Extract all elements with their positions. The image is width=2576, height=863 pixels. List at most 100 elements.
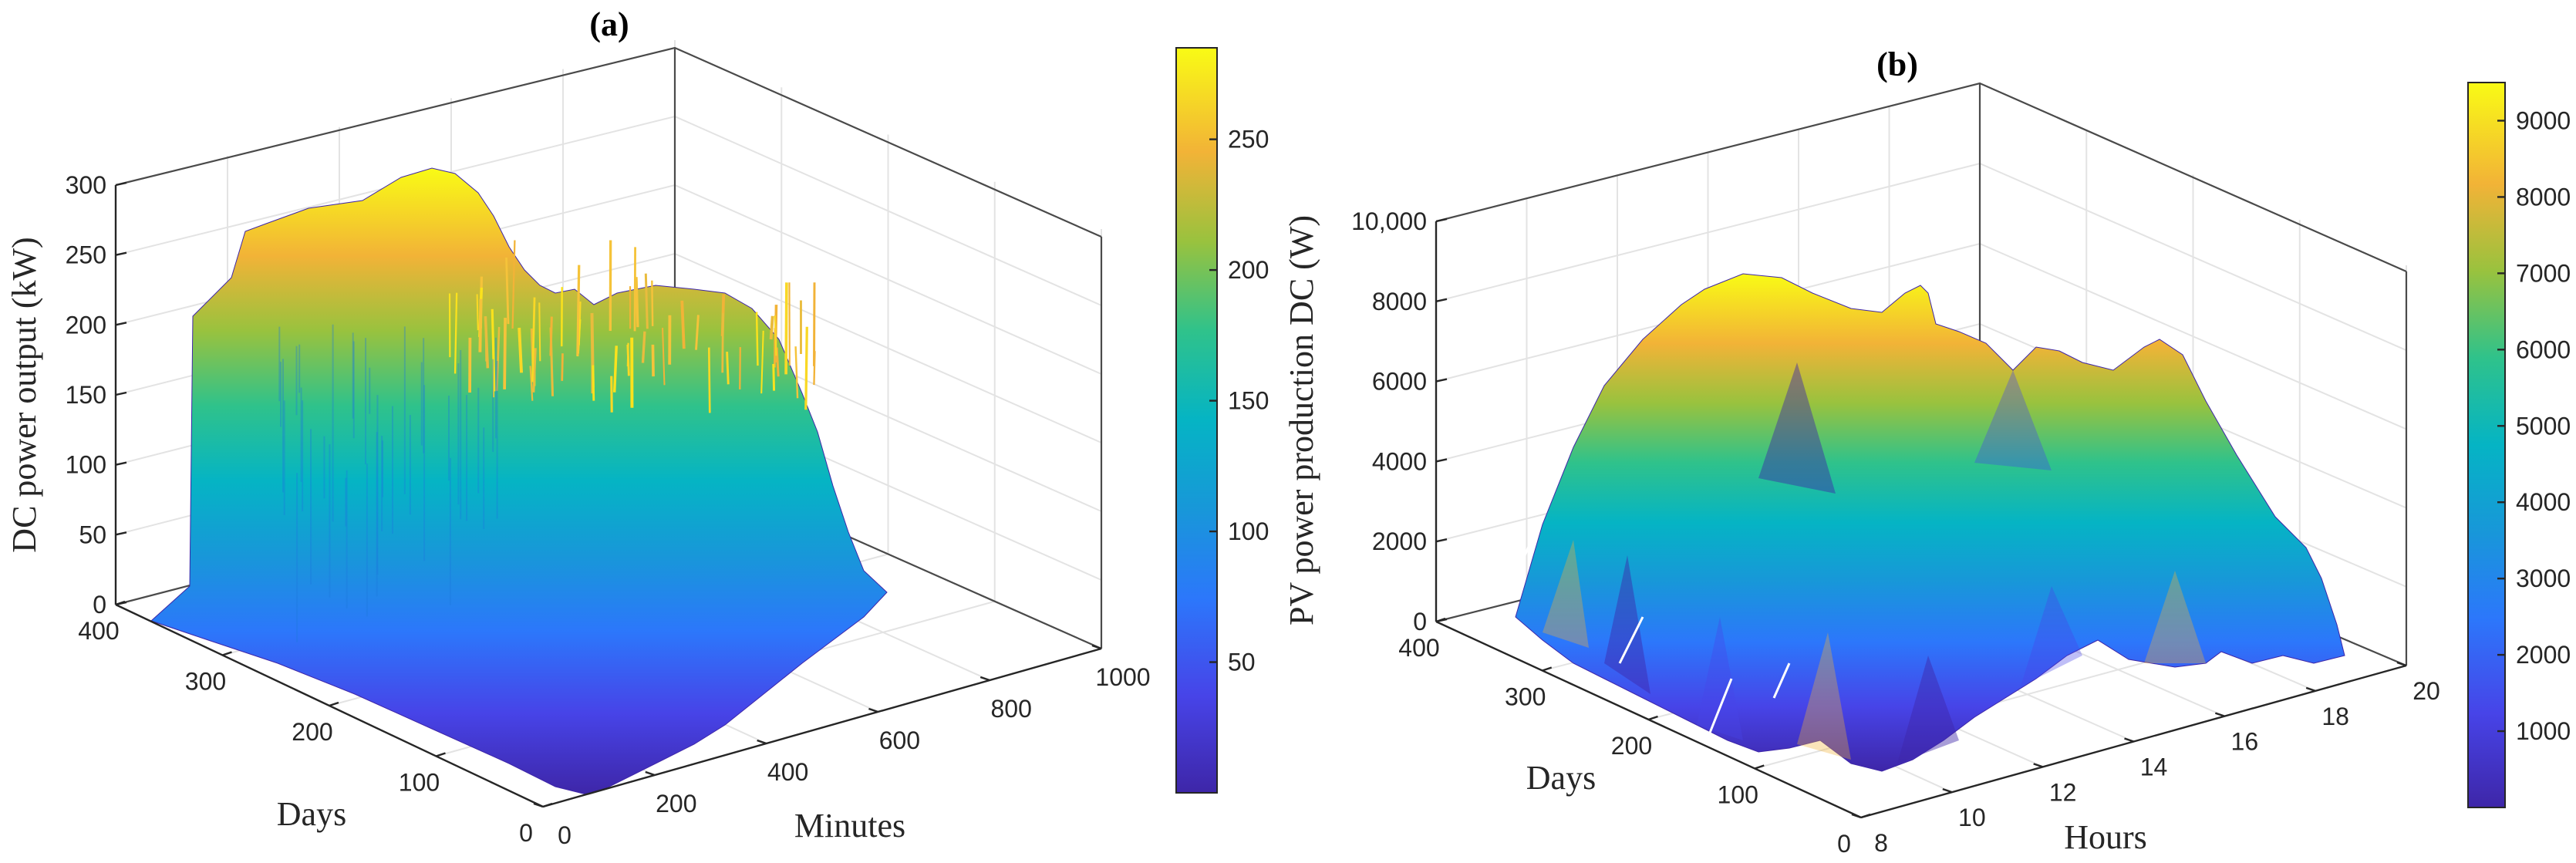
b-ytick-label: 300 xyxy=(1505,683,1546,711)
a-ytick-label: 100 xyxy=(399,769,440,797)
surface-spike xyxy=(496,326,501,391)
surface-spike xyxy=(529,366,534,401)
b-xtick-label: 20 xyxy=(2412,677,2440,705)
a-ytick-label: 300 xyxy=(185,668,226,696)
b-xtick-label: 14 xyxy=(2140,753,2168,781)
surface-spike xyxy=(695,315,700,350)
panel-a-tick-labels: 0501001502002503000100200300400020040060… xyxy=(66,171,1151,849)
b-colorbar-tick-label: 3000 xyxy=(2516,565,2571,592)
b-colorbar-tick-label: 9000 xyxy=(2516,106,2571,134)
surface-spike xyxy=(453,292,458,374)
surface-spike xyxy=(680,300,686,349)
a-colorbar-tick-label: 100 xyxy=(1228,517,1269,545)
surface-spike xyxy=(576,265,581,356)
surface-spike xyxy=(794,346,799,399)
b-ztick-label: 8000 xyxy=(1372,288,1427,315)
a-colorbar-tick-label: 150 xyxy=(1228,387,1269,415)
surface-facet xyxy=(1797,632,1851,760)
surface-spike xyxy=(511,240,516,329)
b-ztick-label: 6000 xyxy=(1372,368,1427,396)
b-colorbar-tick-label: 7000 xyxy=(2516,259,2571,287)
panel-a-colorbar: 50 100 150 200 250 xyxy=(1175,47,1269,794)
surface-spike xyxy=(707,347,711,413)
surface-gap xyxy=(1772,662,1791,699)
surface-spike xyxy=(503,318,507,389)
surface-gap xyxy=(1707,678,1733,737)
b-colorbar-tick-label: 8000 xyxy=(2516,183,2571,211)
a-xtick-label: 1000 xyxy=(1095,663,1150,691)
surface-facet xyxy=(2021,586,2082,686)
a-ztick-label: 50 xyxy=(79,521,106,548)
b-colorbar-tick-label: 5000 xyxy=(2516,412,2571,440)
surface-spike xyxy=(626,342,629,367)
b-xtick-label: 12 xyxy=(2049,778,2077,806)
surface-facet xyxy=(1697,617,1743,740)
a-colorbar-tick-label: 250 xyxy=(1228,126,1269,153)
b-ztick-label: 0 xyxy=(1413,608,1427,635)
surface-spike xyxy=(760,330,764,394)
panel-a-zlabel: DC power output (kW) xyxy=(5,237,43,552)
b-ytick-label: 400 xyxy=(1398,634,1439,662)
surface-spike xyxy=(633,247,637,332)
surface-gap xyxy=(1618,616,1644,664)
surface-spike xyxy=(769,315,774,340)
surface-spike xyxy=(784,282,788,375)
surface-spike xyxy=(561,353,564,381)
a-ztick-label: 100 xyxy=(66,451,106,479)
surface-spike xyxy=(726,352,730,385)
a-colorbar-tick-label: 50 xyxy=(1228,649,1256,676)
surface-spike xyxy=(531,297,536,383)
b-xtick-label: 18 xyxy=(2321,703,2349,730)
a-xtick-label: 400 xyxy=(767,758,808,786)
b-colorbar-tick-label: 6000 xyxy=(2516,335,2571,363)
b-xtick-label: 10 xyxy=(1958,804,1986,831)
surface-spike xyxy=(491,308,496,392)
b-colorbar-tick-label: 1000 xyxy=(2516,717,2571,745)
a-ztick-label: 300 xyxy=(66,171,106,199)
b-ztick-label: 2000 xyxy=(1372,528,1427,555)
surface-spike xyxy=(641,331,646,363)
surface-facet xyxy=(2144,571,2206,663)
panel-b-tick-labels: 0 2000 4000 6000 8000 10,000 0 100 200 300 400 8 10 1… xyxy=(1351,207,2440,858)
surface-facet xyxy=(1604,555,1650,694)
surface-facet xyxy=(1897,656,1959,764)
a-xtick-label: 800 xyxy=(991,695,1032,723)
b-xtick-label: 8 xyxy=(1874,829,1888,857)
surface-spike xyxy=(476,294,479,331)
b-colorbar-tick-label: 4000 xyxy=(2516,488,2571,516)
surface-spike xyxy=(505,257,510,325)
b-ytick-label: 100 xyxy=(1718,781,1758,809)
a-xtick-label: 0 xyxy=(558,821,572,849)
a-xtick-label: 600 xyxy=(879,726,920,754)
surface-spike xyxy=(592,365,595,401)
b-ytick-label: 0 xyxy=(1837,830,1851,858)
panel-a-xlabel: Minutes xyxy=(794,807,905,844)
surface-spike xyxy=(662,328,666,386)
surface-spike xyxy=(484,322,487,362)
panel-a: (a) 050100150200250300010020030040002004… xyxy=(5,5,1269,849)
b-ztick-label: 10,000 xyxy=(1351,207,1427,235)
b-ztick-label: 4000 xyxy=(1372,447,1427,475)
surface-facet xyxy=(1543,540,1589,648)
panel-b-title: (b) xyxy=(1876,46,1918,83)
a-ztick-label: 0 xyxy=(93,591,106,619)
surface-facet xyxy=(1974,370,2052,470)
b-ytick-label: 200 xyxy=(1611,732,1652,760)
a-ytick-label: 400 xyxy=(78,617,119,645)
panel-b-xlabel: Hours xyxy=(2064,818,2147,856)
a-xtick-label: 200 xyxy=(656,790,696,817)
surface-spike xyxy=(644,273,649,329)
surface-spike xyxy=(651,344,655,377)
panel-a-title: (a) xyxy=(589,5,629,43)
surface-spike xyxy=(518,327,524,373)
a-ztick-label: 150 xyxy=(66,381,106,409)
a-ztick-label: 250 xyxy=(66,241,106,269)
surface-spike xyxy=(635,277,639,328)
panel-a-surface xyxy=(150,167,888,795)
surface-facet xyxy=(1758,362,1836,494)
surface-spike xyxy=(775,347,780,377)
a-ytick-label: 200 xyxy=(292,718,332,746)
panel-b-colorbar: 1000 2000 3000 4000 5000 6000 7000 8000 9000 xyxy=(2467,82,2571,808)
b-xtick-label: 16 xyxy=(2231,728,2259,756)
